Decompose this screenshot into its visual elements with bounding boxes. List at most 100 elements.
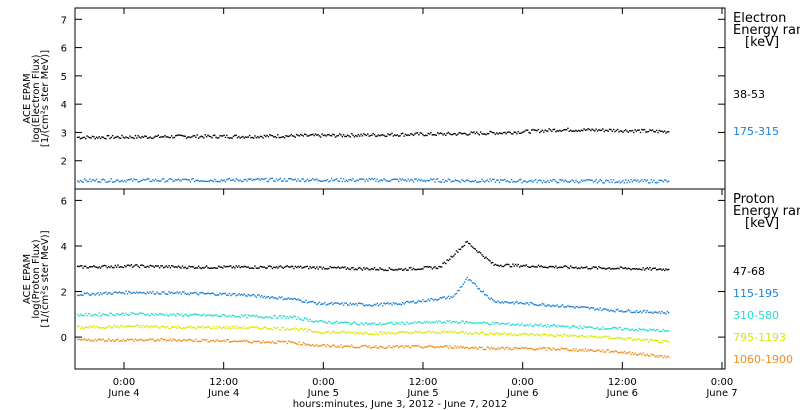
data-point (122, 292, 125, 294)
data-point (459, 321, 462, 324)
data-point (596, 337, 599, 339)
data-point (189, 313, 192, 316)
data-point (286, 265, 288, 267)
data-point (115, 326, 118, 328)
data-point (458, 331, 460, 334)
data-point (144, 326, 146, 328)
data-point (599, 179, 601, 181)
data-point (427, 298, 429, 300)
data-point (481, 291, 483, 293)
data-point (142, 264, 145, 267)
data-point (240, 326, 243, 329)
data-point (600, 328, 603, 330)
data-point (438, 180, 440, 183)
data-point (337, 345, 339, 347)
data-point (434, 265, 436, 268)
data-point (430, 297, 432, 300)
data-point (308, 267, 310, 270)
data-point (189, 266, 192, 268)
data-point (118, 314, 121, 316)
data-point (369, 333, 372, 335)
data-point (267, 265, 270, 268)
data-point (140, 291, 142, 294)
data-point (152, 326, 154, 328)
data-point (569, 265, 572, 267)
data-point (518, 333, 521, 335)
data-point (95, 314, 98, 316)
data-point (595, 308, 597, 310)
data-point (145, 314, 147, 316)
data-point (218, 137, 220, 139)
data-point (118, 291, 121, 293)
data-point (239, 340, 241, 343)
data-point (106, 135, 108, 137)
data-point (415, 322, 417, 325)
data-point (83, 265, 86, 268)
data-point (165, 293, 168, 295)
data-point (246, 316, 248, 319)
data-point (189, 292, 192, 294)
data-point (125, 136, 127, 138)
data-point (488, 180, 490, 183)
data-point (351, 179, 353, 182)
data-point (445, 134, 447, 137)
data-point (279, 329, 282, 331)
data-point (262, 340, 264, 342)
data-point (379, 322, 381, 324)
data-point (81, 314, 83, 316)
data-point (113, 314, 115, 316)
data-point (236, 179, 239, 181)
data-point (169, 266, 172, 269)
data-point (522, 302, 525, 305)
y-tick-label: 5 (61, 72, 67, 83)
data-point (638, 338, 640, 341)
data-point (79, 137, 82, 140)
data-point (349, 302, 352, 304)
data-point (508, 333, 510, 335)
data-point (215, 294, 217, 297)
data-point (579, 348, 581, 351)
data-point (568, 267, 571, 269)
data-point (181, 291, 184, 293)
data-point (399, 178, 401, 180)
data-point (289, 329, 291, 331)
data-point (137, 339, 139, 341)
data-point (463, 281, 466, 283)
data-point (428, 330, 431, 333)
data-point (662, 356, 665, 359)
data-point (489, 178, 491, 180)
data-point (277, 326, 279, 329)
data-point (450, 133, 452, 136)
data-point (454, 345, 456, 347)
data-point (398, 180, 400, 183)
data-point (544, 129, 546, 131)
data-point (381, 333, 384, 335)
data-point (426, 265, 428, 268)
y-axis-label: ACE EPAM (22, 73, 33, 123)
data-point (596, 308, 599, 310)
data-point (392, 302, 395, 304)
data-point (557, 306, 560, 308)
data-point (235, 295, 237, 297)
data-point (219, 180, 221, 183)
data-point (109, 180, 111, 182)
data-point (379, 135, 381, 137)
data-point (516, 323, 518, 326)
data-point (504, 178, 506, 181)
data-point (124, 264, 126, 267)
data-point (614, 130, 616, 133)
data-point (336, 135, 338, 137)
data-point (244, 340, 247, 343)
data-point (604, 328, 607, 330)
data-point (563, 306, 565, 308)
data-point (506, 333, 509, 335)
data-point (180, 313, 182, 315)
data-point (373, 303, 376, 305)
data-point (150, 137, 153, 139)
data-point (177, 178, 180, 180)
data-point (571, 349, 573, 352)
data-point (586, 179, 588, 181)
data-point (86, 135, 88, 137)
data-point (137, 135, 139, 137)
data-point (637, 268, 639, 271)
